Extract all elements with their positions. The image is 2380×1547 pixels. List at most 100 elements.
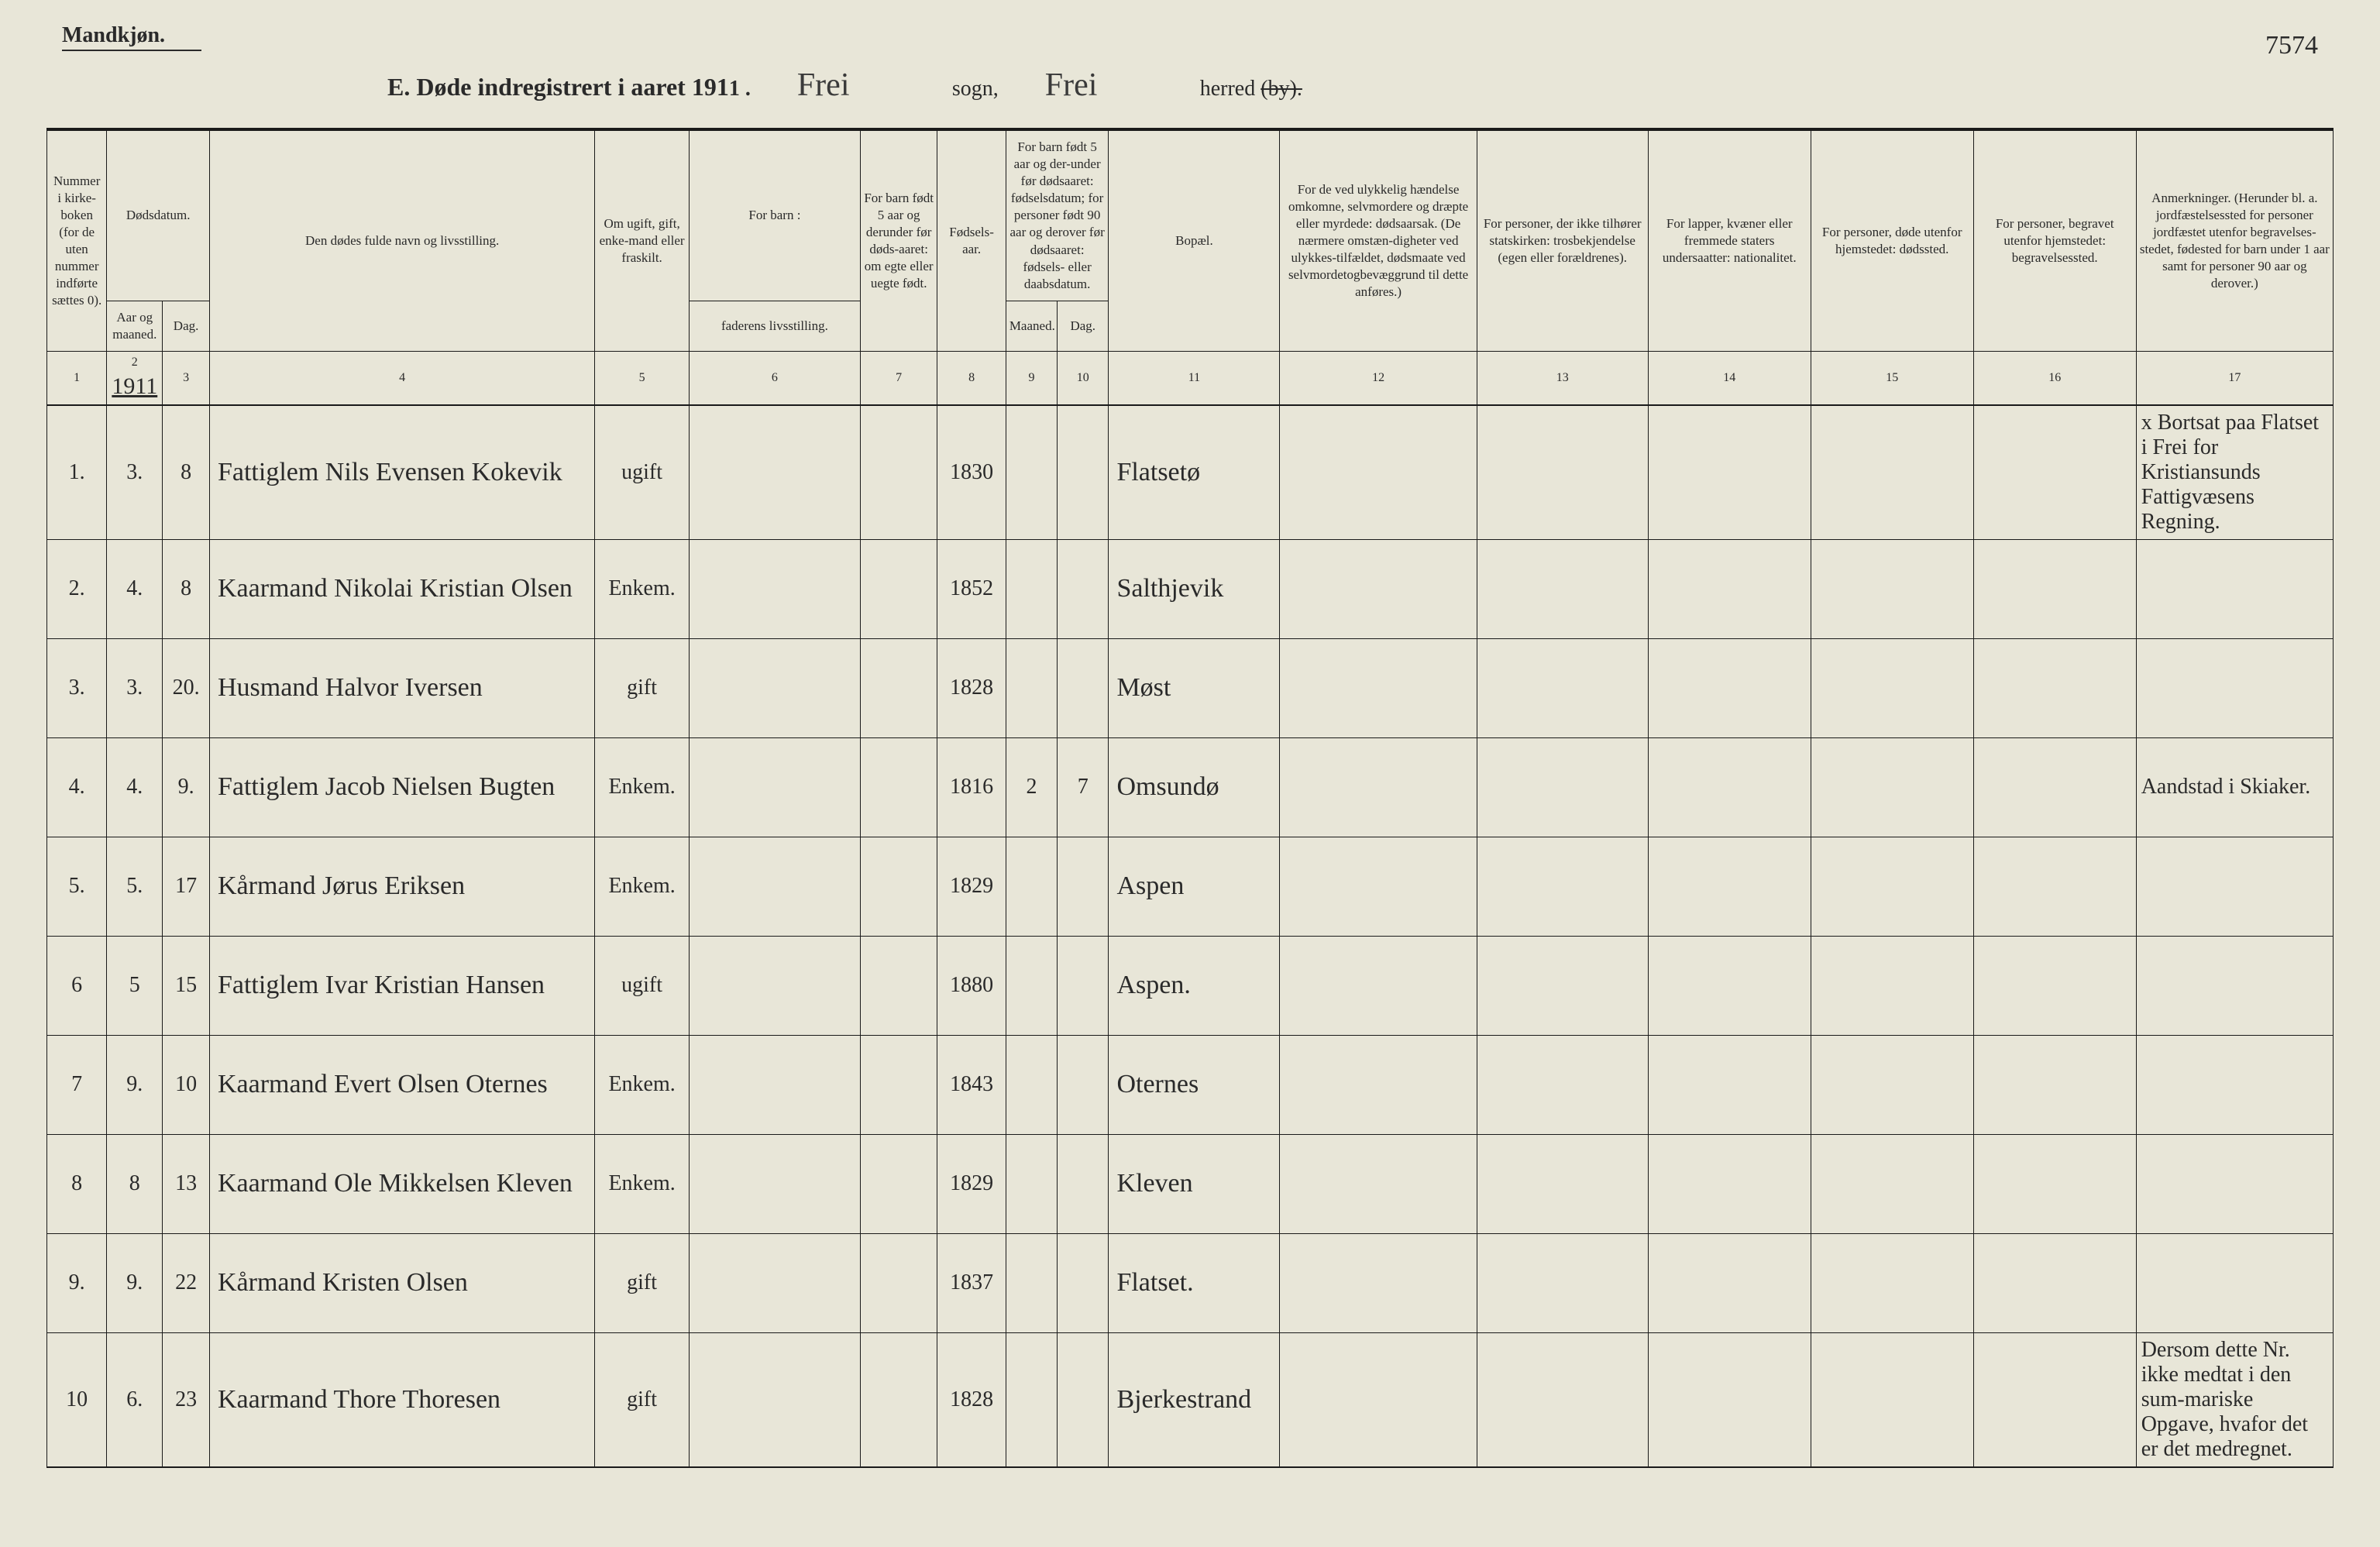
cell-text: 1828 <box>950 1387 993 1411</box>
col-header-1: Nummer i kirke-boken (for de uten nummer… <box>47 131 107 352</box>
cell-d: 22 <box>163 1233 210 1332</box>
cell-bop: Flatset. <box>1109 1233 1280 1332</box>
cell-y: 1880 <box>937 936 1006 1035</box>
cell-text: gift <box>627 1270 657 1294</box>
cell-text: 1880 <box>950 973 993 997</box>
cell-text: Enkem. <box>608 1171 675 1195</box>
cell-stat: gift <box>595 638 690 737</box>
cell-m: 4. <box>107 737 163 837</box>
cell-c15 <box>1811 1134 1973 1233</box>
cell-mm <box>1006 539 1057 638</box>
cell-c14 <box>1648 1035 1811 1134</box>
cell-d: 8 <box>163 539 210 638</box>
cell-text: Bjerkestrand <box>1116 1385 1251 1414</box>
cell-c16 <box>1973 1233 2136 1332</box>
cell-c14 <box>1648 1134 1811 1233</box>
cell-text: Kårmand Jørus Eriksen <box>218 871 465 900</box>
cell-m: 3. <box>107 405 163 540</box>
table-row: 5.5.17Kårmand Jørus EriksenEnkem.1829Asp… <box>47 837 2334 936</box>
table-row: 106.23Kaarmand Thore Thoresengift1828Bje… <box>47 1332 2334 1466</box>
cell-m: 6. <box>107 1332 163 1466</box>
col-header-5: Om ugift, gift, enke-mand eller fraskilt… <box>595 131 690 352</box>
colnum-15: 15 <box>1811 352 1973 405</box>
cell-mm <box>1006 936 1057 1035</box>
cell-c12 <box>1280 405 1477 540</box>
cell-bop: Flatsetø <box>1109 405 1280 540</box>
cell-bop: Bjerkestrand <box>1109 1332 1280 1466</box>
cell-text: 5 <box>129 973 140 997</box>
col-header-2-3-top: Dødsdatum. <box>107 131 210 301</box>
cell-text: Fattiglem Nils Evensen Kokevik <box>218 458 562 486</box>
cell-text: 5. <box>126 874 143 898</box>
cell-ann: x Bortsat paa Flatset i Frei for Kristia… <box>2136 405 2333 540</box>
header-row: Mandkjøn. <box>15 23 2365 67</box>
cell-c16 <box>1973 1035 2136 1134</box>
cell-c14 <box>1648 936 1811 1035</box>
cell-bop: Aspen. <box>1109 936 1280 1035</box>
cell-c14 <box>1648 638 1811 737</box>
cell-m: 8 <box>107 1134 163 1233</box>
cell-text: 17 <box>175 874 197 898</box>
cell-text: 6 <box>71 973 82 997</box>
sogn-label: sogn, <box>952 77 999 101</box>
cell-bop: Møst <box>1109 638 1280 737</box>
cell-y: 1828 <box>937 638 1006 737</box>
cell-stat: ugift <box>595 936 690 1035</box>
cell-n: 9. <box>47 1233 107 1332</box>
cell-dd <box>1058 405 1109 540</box>
sogn-value: Frei <box>782 67 921 105</box>
cell-c15 <box>1811 737 1973 837</box>
cell-text: Enkem. <box>608 775 675 799</box>
cell-dd <box>1058 1134 1109 1233</box>
cell-f <box>689 539 860 638</box>
cell-text: 2. <box>69 576 85 600</box>
cell-f <box>689 1035 860 1134</box>
cell-text: Enkem. <box>608 576 675 600</box>
colnum-3: 3 <box>163 352 210 405</box>
cell-c12 <box>1280 837 1477 936</box>
table-row: 2.4.8Kaarmand Nikolai Kristian OlsenEnke… <box>47 539 2334 638</box>
colnum-10: 10 <box>1058 352 1109 405</box>
cell-c15 <box>1811 837 1973 936</box>
cell-e <box>860 1332 937 1466</box>
cell-c15 <box>1811 539 1973 638</box>
cell-name: Husmand Halvor Iversen <box>209 638 594 737</box>
cell-text: 4. <box>126 576 143 600</box>
cell-mm <box>1006 837 1057 936</box>
cell-ann <box>2136 837 2333 936</box>
cell-dd <box>1058 539 1109 638</box>
cell-text: ugift <box>621 460 662 484</box>
cell-text: Salthjevik <box>1116 574 1223 603</box>
cell-n: 6 <box>47 936 107 1035</box>
cell-text: Dersom dette Nr. ikke medtat i den sum-m… <box>2141 1338 2308 1461</box>
colnum-12: 12 <box>1280 352 1477 405</box>
cell-m: 9. <box>107 1233 163 1332</box>
cell-name: Fattiglem Ivar Kristian Hansen <box>209 936 594 1035</box>
table-row: 1.3.8Fattiglem Nils Evensen Kokevikugift… <box>47 405 2334 540</box>
cell-c13 <box>1477 1332 1648 1466</box>
cell-text: 5. <box>69 874 85 898</box>
colnum-11: 11 <box>1109 352 1280 405</box>
cell-y: 1829 <box>937 1134 1006 1233</box>
cell-text: 1816 <box>950 775 993 799</box>
cell-mm <box>1006 405 1057 540</box>
cell-text: 6. <box>126 1387 143 1411</box>
cell-text: Møst <box>1116 673 1171 702</box>
cell-c12 <box>1280 1134 1477 1233</box>
herred-value: Frei <box>1030 67 1169 105</box>
colnum-9: 9 <box>1006 352 1057 405</box>
col-header-8: Fødsels-aar. <box>937 131 1006 352</box>
cell-text: 9. <box>178 775 194 799</box>
col-header-15: For personer, døde utenfor hjemstedet: d… <box>1811 131 1973 352</box>
cell-dd <box>1058 1035 1109 1134</box>
cell-dd <box>1058 1233 1109 1332</box>
cell-y: 1828 <box>937 1332 1006 1466</box>
cell-text: Enkem. <box>608 874 675 898</box>
col-header-6: faderens livsstilling. <box>689 301 860 351</box>
cell-c13 <box>1477 1233 1648 1332</box>
cell-n: 1. <box>47 405 107 540</box>
cell-c12 <box>1280 737 1477 837</box>
cell-mm <box>1006 638 1057 737</box>
herred-strike: (by). <box>1261 77 1302 101</box>
cell-c12 <box>1280 1332 1477 1466</box>
